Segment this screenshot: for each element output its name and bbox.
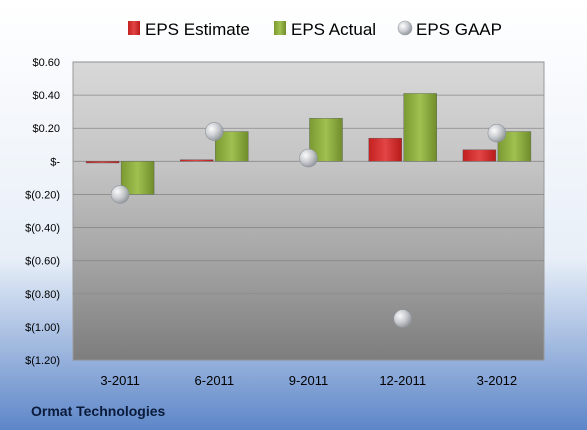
x-tick-label: 9-2011 [289, 373, 329, 388]
bar-estimate [85, 161, 120, 164]
y-tick-label: $(0.80) [25, 289, 60, 301]
legend-item-actual: EPS Actual [274, 20, 376, 39]
y-tick-label: $(1.20) [25, 355, 60, 367]
y-tick-label: $0.60 [32, 57, 60, 69]
legend-item-gaap: EPS GAAP [397, 20, 502, 39]
legend-swatch-actual [274, 21, 286, 35]
gaap-marker [205, 122, 224, 141]
company-name: Ormat Technologies [31, 403, 166, 419]
y-tick-label: $(0.40) [25, 223, 60, 235]
y-axis-ticks: $0.60 $0.40 $0.20 $- $(0.20) $(0.40) $(0.60) $(… [25, 57, 60, 367]
gaap-markers [110, 122, 507, 328]
grid-lines [73, 61, 544, 361]
legend-item-estimate: EPS Estimate [128, 20, 250, 39]
x-tick-label: 3-2011 [100, 373, 140, 388]
bar-estimate [180, 159, 214, 162]
bar-estimate [368, 137, 402, 162]
legend-swatch-estimate [128, 21, 140, 35]
legend-label-gaap: EPS GAAP [416, 20, 502, 39]
y-tick-label: $- [50, 156, 60, 168]
legend-label-actual: EPS Actual [291, 20, 376, 39]
y-tick-label: $(0.20) [25, 189, 60, 201]
bar-actual [403, 93, 437, 162]
bars [85, 93, 532, 195]
y-tick-label: $0.40 [32, 90, 60, 102]
x-tick-label: 12-2011 [379, 373, 426, 388]
gaap-marker [299, 148, 318, 168]
legend-label-estimate: EPS Estimate [145, 20, 250, 39]
plot-area [72, 61, 545, 361]
y-tick-label: $(0.60) [25, 256, 60, 268]
y-tick-label: $(1.00) [25, 322, 60, 334]
gaap-marker [393, 309, 413, 328]
y-tick-label: $0.20 [32, 123, 60, 135]
x-axis-labels: 3-2011 6-2011 9-2011 12-2011 3-2012 [100, 373, 517, 388]
gaap-marker [110, 185, 130, 204]
x-tick-label: 6-2011 [195, 373, 235, 388]
legend: EPS Estimate EPS Actual EPS GAAP [128, 20, 502, 39]
legend-swatch-gaap [397, 20, 413, 36]
gaap-marker [487, 123, 507, 143]
bar-estimate [462, 149, 497, 162]
x-tick-label: 3-2012 [477, 373, 517, 388]
